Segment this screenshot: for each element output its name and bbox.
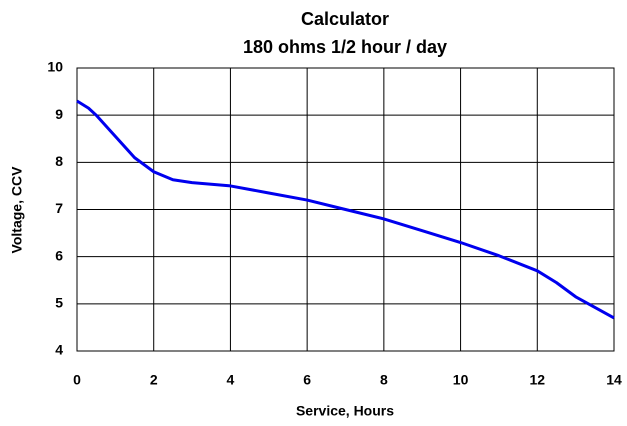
x-tick-label: 2: [150, 372, 158, 388]
x-tick-label: 14: [606, 372, 622, 388]
x-axis-label: Service, Hours: [296, 403, 394, 419]
x-tick-label: 4: [227, 372, 235, 388]
x-tick-label: 12: [529, 372, 545, 388]
data-line: [76, 99, 615, 320]
y-tick-label: 6: [55, 247, 63, 263]
plot-frame: [76, 67, 615, 352]
y-axis-label: Voltage, CCV: [9, 166, 25, 254]
x-tick-label: 0: [73, 372, 81, 388]
x-tick-label: 6: [303, 372, 311, 388]
y-tick-label: 10: [47, 59, 63, 75]
x-tick-label: 8: [380, 372, 388, 388]
y-tick-label: 7: [55, 200, 63, 216]
y-tick-label: 9: [55, 106, 63, 122]
y-tick-label: 8: [55, 153, 63, 169]
y-tick-label: 5: [55, 295, 63, 311]
chart-title: Calculator: [301, 9, 389, 29]
chart-subtitle: 180 ohms 1/2 hour / day: [243, 37, 447, 57]
x-tick-label: 10: [453, 372, 469, 388]
y-tick-label: 4: [55, 342, 63, 358]
